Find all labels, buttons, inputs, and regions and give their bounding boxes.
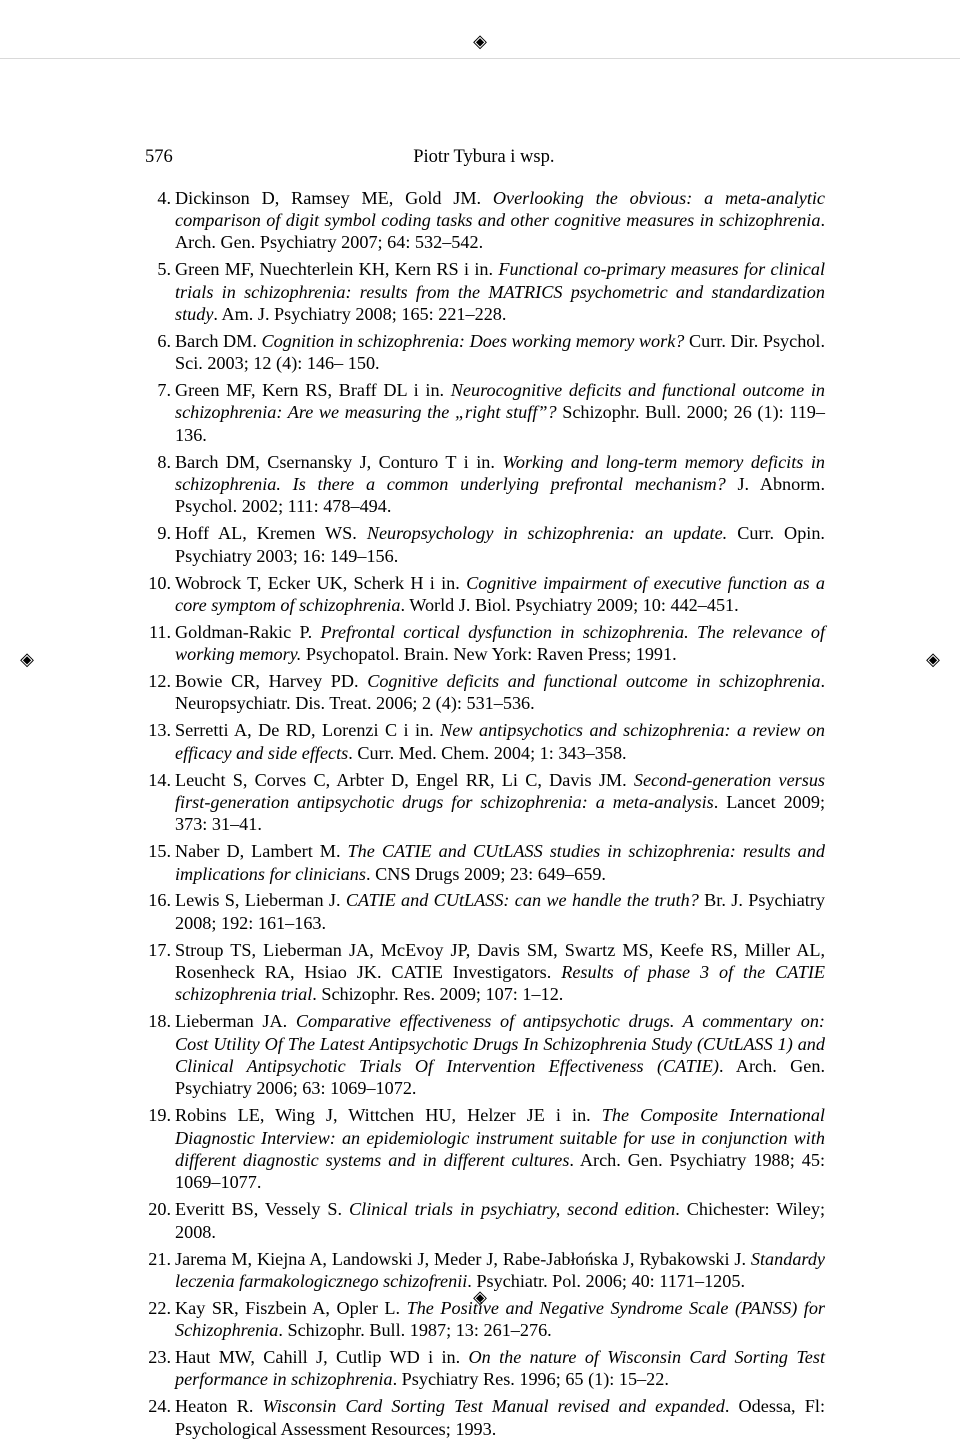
running-head-title: Piotr Tybura i wsp. bbox=[173, 148, 795, 167]
registration-mark-icon: ◈ bbox=[924, 650, 942, 668]
reference-number: 7. bbox=[145, 379, 171, 401]
reference-authors: Bowie CR, Harvey PD. bbox=[175, 671, 367, 691]
reference-authors: Green MF, Kern RS, Braff DL i in. bbox=[175, 380, 451, 400]
reference-authors: Leucht S, Corves C, Arbter D, Engel RR, … bbox=[175, 770, 634, 790]
reference-item: 14.Leucht S, Corves C, Arbter D, Engel R… bbox=[145, 769, 825, 836]
reference-number: 19. bbox=[145, 1104, 171, 1126]
reference-item: 19.Robins LE, Wing J, Wittchen HU, Helze… bbox=[145, 1104, 825, 1194]
reference-tail: Psychopatol. Brain. New York: Raven Pres… bbox=[301, 644, 676, 664]
reference-item: 24.Heaton R. Wisconsin Card Sorting Test… bbox=[145, 1395, 825, 1440]
reference-authors: Jarema M, Kiejna A, Landowski J, Meder J… bbox=[175, 1249, 751, 1269]
reference-authors: Green MF, Nuechterlein KH, Kern RS i in. bbox=[175, 259, 498, 279]
reference-number: 23. bbox=[145, 1346, 171, 1368]
reference-number: 6. bbox=[145, 330, 171, 352]
reference-tail: . Psychiatry Res. 1996; 65 (1): 15–22. bbox=[393, 1369, 669, 1389]
reference-item: 7.Green MF, Kern RS, Braff DL i in. Neur… bbox=[145, 379, 825, 446]
reference-item: 8.Barch DM, Csernansky J, Conturo T i in… bbox=[145, 451, 825, 518]
reference-number: 22. bbox=[145, 1297, 171, 1319]
reference-authors: Haut MW, Cahill J, Cutlip WD i in. bbox=[175, 1347, 469, 1367]
reference-item: 4.Dickinson D, Ramsey ME, Gold JM. Overl… bbox=[145, 187, 825, 254]
reference-authors: Serretti A, De RD, Lorenzi C i in. bbox=[175, 720, 440, 740]
reference-authors: Heaton R. bbox=[175, 1396, 263, 1416]
reference-number: 12. bbox=[145, 670, 171, 692]
reference-tail: . Schizophr. Bull. 1987; 13: 261–276. bbox=[278, 1320, 551, 1340]
reference-number: 4. bbox=[145, 187, 171, 209]
reference-authors: Lieberman JA. bbox=[175, 1011, 296, 1031]
reference-item: 17.Stroup TS, Lieberman JA, McEvoy JP, D… bbox=[145, 939, 825, 1006]
reference-authors: Everitt BS, Vessely S. bbox=[175, 1199, 349, 1219]
reference-tail: . CNS Drugs 2009; 23: 649–659. bbox=[366, 864, 606, 884]
reference-tail: . World J. Biol. Psychiatry 2009; 10: 44… bbox=[400, 595, 738, 615]
reference-authors: Robins LE, Wing J, Wittchen HU, Helzer J… bbox=[175, 1105, 602, 1125]
reference-item: 15.Naber D, Lambert M. The CATIE and CUt… bbox=[145, 840, 825, 885]
reference-number: 21. bbox=[145, 1248, 171, 1270]
reference-number: 18. bbox=[145, 1010, 171, 1032]
reference-title: Cognitive deficits and functional outcom… bbox=[367, 671, 820, 691]
reference-item: 18.Lieberman JA. Comparative effectivene… bbox=[145, 1010, 825, 1100]
reference-number: 15. bbox=[145, 840, 171, 862]
reference-list: 4.Dickinson D, Ramsey ME, Gold JM. Overl… bbox=[145, 187, 825, 1440]
reference-item: 11.Goldman-Rakic P. Prefrontal cortical … bbox=[145, 621, 825, 666]
reference-authors: Wobrock T, Ecker UK, Scherk H i in. bbox=[175, 573, 466, 593]
page: ◈ ◈ ◈ ◈ 576 Piotr Tybura i wsp. 4.Dickin… bbox=[0, 0, 960, 1324]
reference-item: 9.Hoff AL, Kremen WS. Neuropsychology in… bbox=[145, 522, 825, 567]
reference-number: 20. bbox=[145, 1198, 171, 1220]
reference-authors: Kay SR, Fiszbein A, Opler L. bbox=[175, 1298, 407, 1318]
reference-number: 14. bbox=[145, 769, 171, 791]
reference-item: 21.Jarema M, Kiejna A, Landowski J, Mede… bbox=[145, 1248, 825, 1293]
reference-authors: Barch DM. bbox=[175, 331, 261, 351]
reference-authors: Goldman-Rakic P. bbox=[175, 622, 320, 642]
reference-number: 24. bbox=[145, 1395, 171, 1417]
crop-line bbox=[0, 58, 960, 59]
page-number: 576 bbox=[145, 148, 173, 167]
reference-tail: . Schizophr. Res. 2009; 107: 1–12. bbox=[312, 984, 563, 1004]
reference-number: 11. bbox=[145, 621, 171, 643]
reference-number: 8. bbox=[145, 451, 171, 473]
reference-item: 23.Haut MW, Cahill J, Cutlip WD i in. On… bbox=[145, 1346, 825, 1391]
reference-title: Cognition in schizophrenia: Does working… bbox=[261, 331, 684, 351]
reference-item: 13.Serretti A, De RD, Lorenzi C i in. Ne… bbox=[145, 719, 825, 764]
reference-authors: Dickinson D, Ramsey ME, Gold JM. bbox=[175, 188, 493, 208]
reference-tail: . Curr. Med. Chem. 2004; 1: 343–358. bbox=[348, 743, 626, 763]
reference-item: 16.Lewis S, Lieberman J. CATIE and CUtLA… bbox=[145, 889, 825, 934]
reference-number: 16. bbox=[145, 889, 171, 911]
reference-item: 10.Wobrock T, Ecker UK, Scherk H i in. C… bbox=[145, 572, 825, 617]
reference-title: Neuropsychology in schizophrenia: an upd… bbox=[367, 523, 727, 543]
reference-title: Wisconsin Card Sorting Test Manual revis… bbox=[263, 1396, 725, 1416]
reference-title: Clinical trials in psychiatry, second ed… bbox=[349, 1199, 675, 1219]
running-header: 576 Piotr Tybura i wsp. bbox=[145, 148, 825, 171]
reference-authors: Naber D, Lambert M. bbox=[175, 841, 348, 861]
reference-item: 20.Everitt BS, Vessely S. Clinical trial… bbox=[145, 1198, 825, 1243]
reference-number: 5. bbox=[145, 258, 171, 280]
reference-authors: Hoff AL, Kremen WS. bbox=[175, 523, 367, 543]
reference-tail: . Am. J. Psychiatry 2008; 165: 221–228. bbox=[213, 304, 506, 324]
reference-number: 9. bbox=[145, 522, 171, 544]
registration-mark-icon: ◈ bbox=[471, 32, 489, 50]
reference-tail: . Psychiatr. Pol. 2006; 40: 1171–1205. bbox=[467, 1271, 745, 1291]
reference-item: 6.Barch DM. Cognition in schizophrenia: … bbox=[145, 330, 825, 375]
reference-item: 12.Bowie CR, Harvey PD. Cognitive defici… bbox=[145, 670, 825, 715]
reference-number: 17. bbox=[145, 939, 171, 961]
registration-mark-icon: ◈ bbox=[18, 650, 36, 668]
reference-authors: Barch DM, Csernansky J, Conturo T i in. bbox=[175, 452, 502, 472]
reference-number: 13. bbox=[145, 719, 171, 741]
reference-number: 10. bbox=[145, 572, 171, 594]
reference-item: 5.Green MF, Nuechterlein KH, Kern RS i i… bbox=[145, 258, 825, 325]
reference-authors: Lewis S, Lieberman J. bbox=[175, 890, 346, 910]
reference-item: 22.Kay SR, Fiszbein A, Opler L. The Posi… bbox=[145, 1297, 825, 1342]
reference-title: CATIE and CUtLASS: can we handle the tru… bbox=[346, 890, 699, 910]
